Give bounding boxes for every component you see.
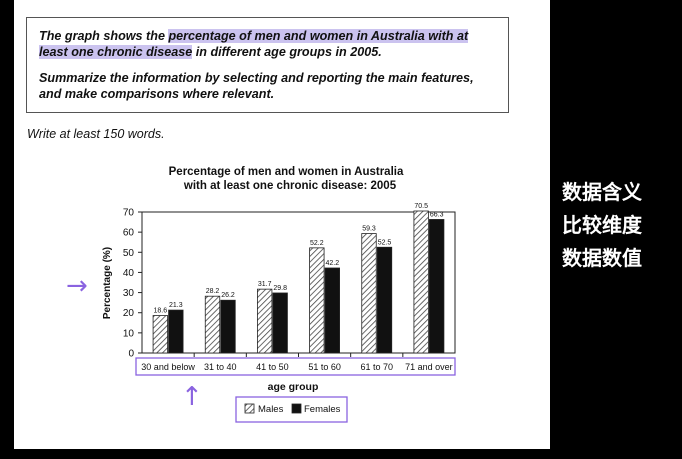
y-tick-label: 60 xyxy=(123,228,135,239)
y-tick-label: 50 xyxy=(123,248,135,259)
bar-females xyxy=(324,267,340,354)
y-tick-label: 40 xyxy=(123,268,135,279)
bar-males xyxy=(309,247,325,354)
bar-females xyxy=(272,292,288,354)
data-label-males: 18.6 xyxy=(154,308,168,315)
x-tick-label: 61 to 70 xyxy=(360,362,393,372)
side-notes: 数据含义 比较维度 数据数值 xyxy=(562,176,672,275)
legend-swatch-males xyxy=(244,403,255,414)
y-tick-label: 0 xyxy=(128,349,134,360)
bar-males xyxy=(152,315,168,354)
data-label-males: 59.3 xyxy=(362,226,376,233)
chart-title-line-1: Percentage of men and women in Australia xyxy=(169,166,404,178)
task-prompt-box: The graph shows the percentage of men an… xyxy=(26,17,509,113)
data-label-females: 29.8 xyxy=(273,285,287,292)
prompt-text-post: in different age groups in 2005. xyxy=(192,45,382,59)
legend: Males Females xyxy=(235,396,348,423)
prompt-text-pre: The graph shows the xyxy=(39,29,169,43)
x-tick-label: 41 to 50 xyxy=(256,362,289,372)
right-arrow-icon: → xyxy=(66,271,88,301)
data-label-females: 26.2 xyxy=(221,292,235,299)
data-label-males: 70.5 xyxy=(414,203,428,210)
data-label-males: 28.2 xyxy=(206,288,220,295)
data-label-females: 21.3 xyxy=(169,302,183,309)
bar-females xyxy=(429,219,445,354)
legend-swatch-females xyxy=(291,403,302,414)
plot-area: 0 10 20 30 40 50 60 70 30 and below 18.621.3 31 to… xyxy=(123,203,456,372)
x-category-box xyxy=(135,357,456,376)
bar-males xyxy=(413,210,429,354)
legend-label-males: Males xyxy=(258,404,284,415)
bar-females xyxy=(376,246,393,354)
side-note-meaning: 数据含义 xyxy=(562,180,642,204)
bar-females xyxy=(220,299,236,354)
x-axis-label: age group xyxy=(268,381,319,393)
data-label-females: 52.5 xyxy=(378,239,392,246)
x-tick-label: 51 to 60 xyxy=(308,362,341,372)
x-tick-label: 71 and over xyxy=(405,362,453,372)
data-label-females: 42.2 xyxy=(326,260,340,267)
data-label-males: 52.2 xyxy=(310,240,324,247)
legend-box xyxy=(235,396,348,423)
y-tick-label: 30 xyxy=(123,288,135,299)
bar-females xyxy=(168,309,184,354)
legend-label-females: Females xyxy=(304,404,341,415)
prompt-line-1: The graph shows the percentage of men an… xyxy=(39,28,496,60)
side-note-comparison: 比较维度 xyxy=(562,213,642,237)
data-label-females: 66.3 xyxy=(430,211,444,218)
side-note-values: 数据数值 xyxy=(562,246,642,270)
plot-frame xyxy=(141,211,456,354)
up-arrow-icon: ↑ xyxy=(181,382,203,412)
bar-males xyxy=(361,233,377,354)
prompt-line-2: Summarize the information by selecting a… xyxy=(39,71,474,101)
task-panel xyxy=(14,0,550,449)
y-tick-label: 10 xyxy=(123,328,135,339)
bar-males xyxy=(257,288,273,354)
word-count-instruction: Write at least 150 words. xyxy=(27,127,165,141)
x-tick-label: 31 to 40 xyxy=(204,362,237,372)
y-axis-label: Percentage (%) xyxy=(102,247,113,319)
data-label-males: 31.7 xyxy=(258,281,272,288)
chart-title-line-2: with at least one chronic disease: 2005 xyxy=(183,180,397,192)
bar-males xyxy=(204,295,221,354)
y-tick-label: 20 xyxy=(123,308,135,319)
y-tick-label: 70 xyxy=(123,208,135,219)
x-tick-label: 30 and below xyxy=(141,362,195,372)
